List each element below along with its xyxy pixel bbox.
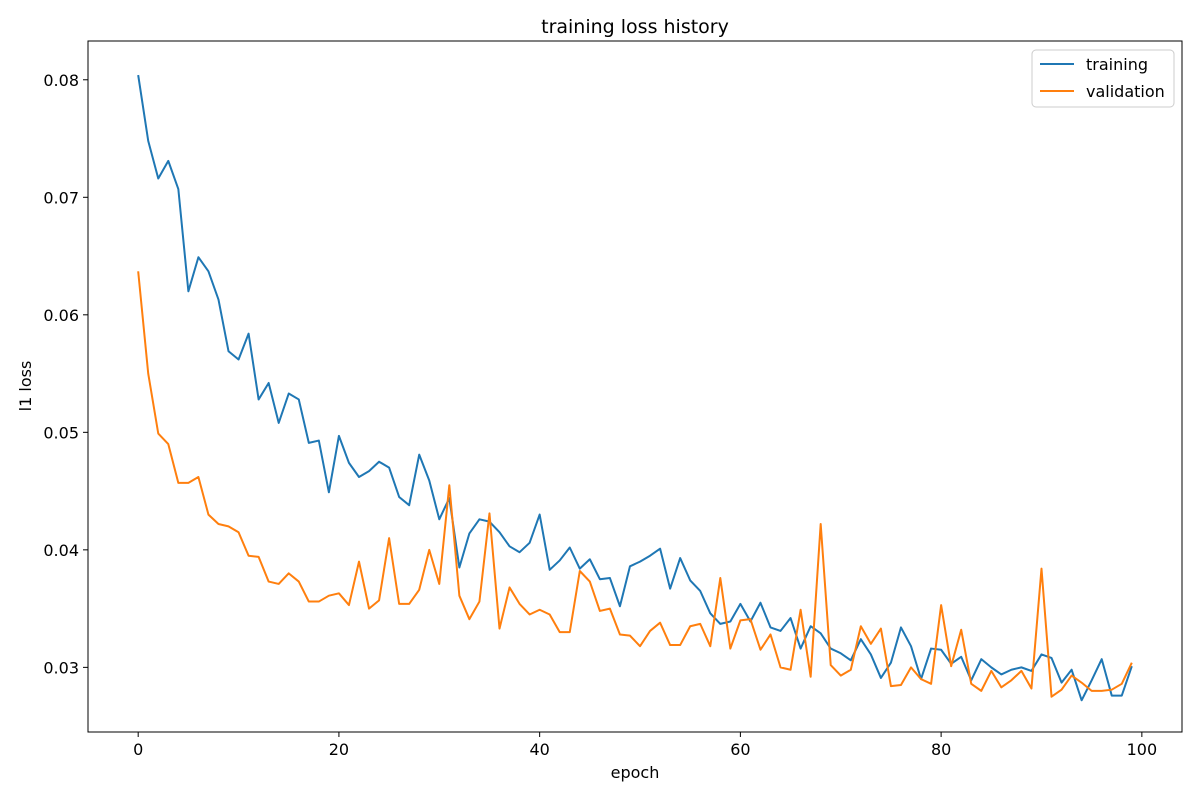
x-tick-label: 40: [529, 740, 549, 759]
plot-area-frame: [87, 40, 1183, 733]
legend: training validation: [1031, 49, 1175, 108]
x-axis-ticks: 0 20 40 60 80 100: [133, 732, 1157, 759]
y-tick-label: 0.07: [43, 188, 79, 207]
x-axis-label: epoch: [611, 763, 660, 782]
x-tick-label: 20: [329, 740, 349, 759]
y-tick-label: 0.05: [43, 423, 79, 442]
chart-title: training loss history: [541, 16, 729, 38]
x-tick-label: 60: [730, 740, 750, 759]
y-tick-label: 0.04: [43, 541, 79, 560]
legend-label-training: training: [1086, 55, 1148, 74]
y-tick-label: 0.03: [43, 658, 79, 677]
legend-label-validation: validation: [1086, 82, 1165, 101]
y-axis-label: l1 loss: [16, 361, 35, 412]
x-tick-label: 100: [1127, 740, 1158, 759]
series-line-validation: [137, 271, 1133, 698]
x-tick-label: 0: [133, 740, 143, 759]
y-tick-label: 0.06: [43, 306, 79, 325]
series-line-training: [137, 74, 1133, 702]
y-tick-label: 0.08: [43, 71, 79, 90]
y-axis-ticks: 0.03 0.04 0.05 0.06 0.07 0.08: [43, 71, 88, 677]
x-tick-label: 80: [931, 740, 951, 759]
plot-lines: [137, 74, 1133, 702]
